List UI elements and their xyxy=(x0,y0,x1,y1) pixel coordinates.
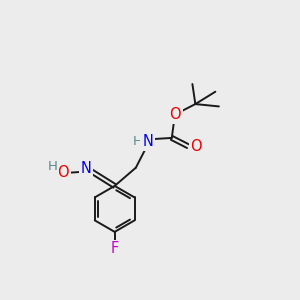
Text: H: H xyxy=(47,160,57,173)
Text: O: O xyxy=(58,165,69,180)
Text: F: F xyxy=(110,242,119,256)
Text: O: O xyxy=(190,139,202,154)
Text: H: H xyxy=(133,135,143,148)
Text: N: N xyxy=(142,134,153,149)
Text: O: O xyxy=(169,107,181,122)
Text: N: N xyxy=(81,161,92,176)
